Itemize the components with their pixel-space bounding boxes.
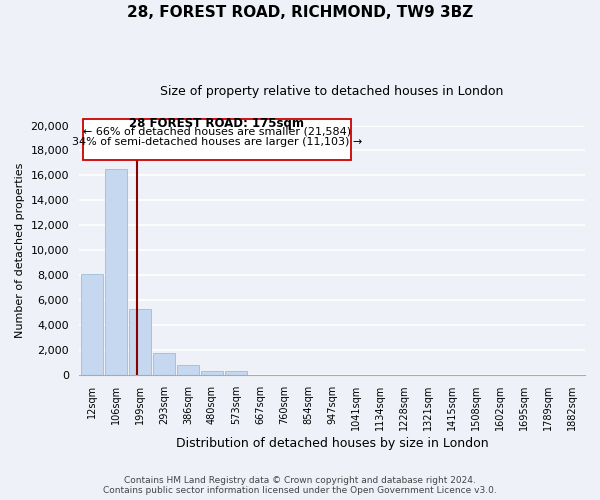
Bar xyxy=(83,120,351,160)
Title: Size of property relative to detached houses in London: Size of property relative to detached ho… xyxy=(160,85,503,98)
Bar xyxy=(201,371,223,375)
Bar xyxy=(105,169,127,375)
Bar xyxy=(129,309,151,375)
Bar xyxy=(177,366,199,375)
Text: 28, FOREST ROAD, RICHMOND, TW9 3BZ: 28, FOREST ROAD, RICHMOND, TW9 3BZ xyxy=(127,5,473,20)
Text: ← 66% of detached houses are smaller (21,584): ← 66% of detached houses are smaller (21… xyxy=(83,127,351,137)
Bar xyxy=(81,274,103,375)
Bar xyxy=(225,371,247,375)
Y-axis label: Number of detached properties: Number of detached properties xyxy=(15,162,25,338)
Bar xyxy=(153,353,175,375)
Text: 28 FOREST ROAD: 175sqm: 28 FOREST ROAD: 175sqm xyxy=(130,116,304,130)
Text: Contains HM Land Registry data © Crown copyright and database right 2024.
Contai: Contains HM Land Registry data © Crown c… xyxy=(103,476,497,495)
Text: 34% of semi-detached houses are larger (11,103) →: 34% of semi-detached houses are larger (… xyxy=(71,137,362,147)
X-axis label: Distribution of detached houses by size in London: Distribution of detached houses by size … xyxy=(176,437,488,450)
